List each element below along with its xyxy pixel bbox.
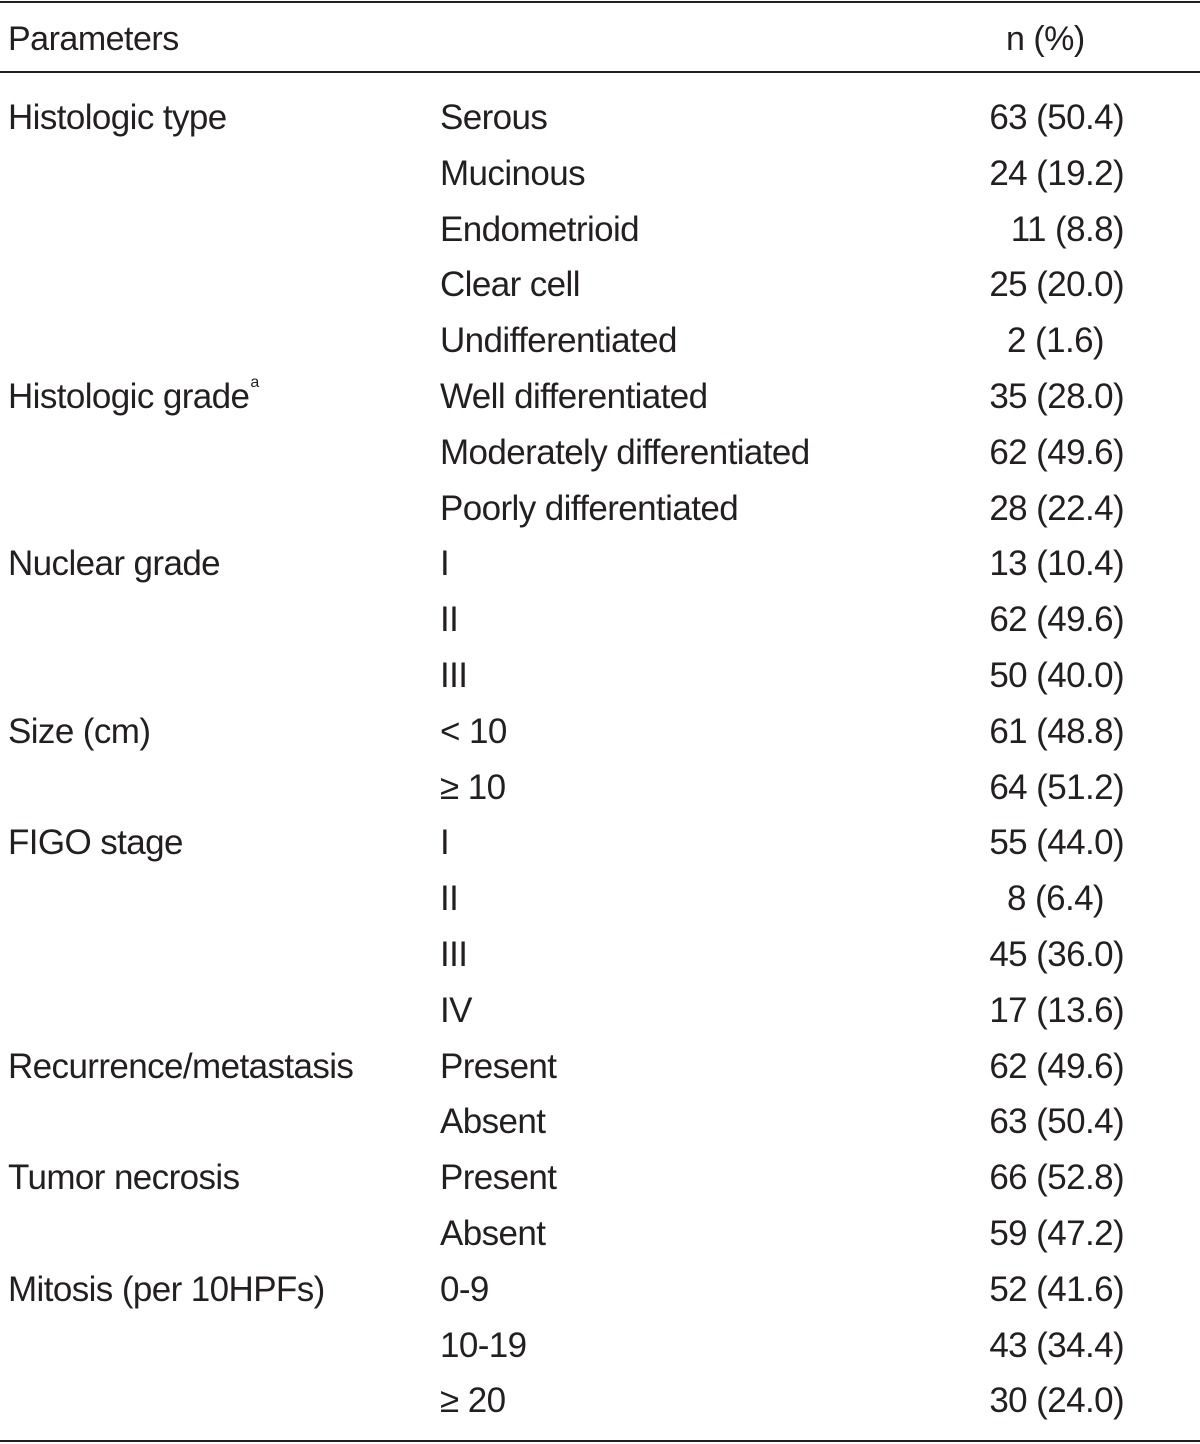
row-parameter: Nuclear grade bbox=[8, 536, 221, 592]
row-parameter: Recurrence/metastasis bbox=[8, 1039, 354, 1095]
row-category: Absent bbox=[440, 1213, 546, 1253]
row-category: Serous bbox=[440, 98, 548, 137]
row-category: III bbox=[440, 655, 468, 695]
row-value: 24 (19.2) bbox=[989, 153, 1124, 193]
table-row: II 62 (49.6) bbox=[0, 592, 1200, 648]
row-value: 30 (24.0) bbox=[989, 1381, 1124, 1421]
table-row: Size (cm) < 10 61 (48.8) bbox=[0, 704, 1200, 760]
row-parameter: Histologic gradea bbox=[8, 369, 259, 425]
row-value: 63 (50.4) bbox=[989, 1102, 1124, 1142]
table-row: 10-19 43 (34.4) bbox=[0, 1318, 1200, 1374]
header-n-percent: n (%) bbox=[1006, 20, 1085, 58]
row-parameter-text: Histologic grade bbox=[8, 376, 250, 416]
row-parameter: Mitosis (per 10HPFs) bbox=[8, 1262, 325, 1318]
table-row: ≥ 10 64 (51.2) bbox=[0, 760, 1200, 816]
table-body: Histologic type Serous 63 (50.4) Mucinous 24… bbox=[0, 90, 1200, 1429]
row-category: < 10 bbox=[440, 711, 507, 751]
row-parameter-text: Nuclear grade bbox=[8, 544, 221, 584]
table-header-rule bbox=[0, 71, 1200, 73]
table-row: Moderately differentiated 62 (49.6) bbox=[0, 425, 1200, 481]
row-parameter-text: Recurrence/metastasis bbox=[8, 1046, 354, 1086]
table-row: Histologic type Serous 63 (50.4) bbox=[0, 90, 1200, 146]
footnote-marker: a bbox=[250, 373, 259, 391]
row-parameter-text: FIGO stage bbox=[8, 823, 184, 863]
row-category: I bbox=[440, 544, 450, 584]
row-value: 62 (49.6) bbox=[989, 600, 1124, 640]
row-category: Well differentiated bbox=[440, 376, 708, 416]
table-row: Histologic gradea Well differentiated 35 (… bbox=[0, 369, 1200, 425]
row-value: 25 (20.0) bbox=[989, 265, 1124, 305]
row-parameter: Histologic type bbox=[8, 90, 227, 146]
row-value: 62 (49.6) bbox=[989, 1046, 1124, 1086]
row-category: Mucinous bbox=[440, 153, 586, 193]
table-row: Clear cell 25 (20.0) bbox=[0, 257, 1200, 313]
row-value: 35 (28.0) bbox=[989, 376, 1124, 416]
row-value: 43 (34.4) bbox=[989, 1325, 1124, 1365]
row-value: 28 (22.4) bbox=[989, 488, 1124, 528]
row-value: 11 (8.8) bbox=[1010, 209, 1125, 249]
row-value: 50 (40.0) bbox=[989, 655, 1124, 695]
row-value: 55 (44.0) bbox=[989, 823, 1124, 863]
row-category: Undifferentiated bbox=[440, 321, 677, 361]
table-row: ≥ 20 30 (24.0) bbox=[0, 1373, 1200, 1429]
row-category: Present bbox=[440, 1046, 557, 1086]
row-parameter-text: Histologic type bbox=[8, 98, 227, 137]
row-category: II bbox=[440, 600, 459, 640]
row-value: 61 (48.8) bbox=[989, 711, 1124, 751]
row-value: 59 (47.2) bbox=[989, 1213, 1124, 1253]
row-value: 17 (13.6) bbox=[989, 990, 1124, 1030]
row-parameter-text: Tumor necrosis bbox=[8, 1158, 240, 1198]
row-value: 45 (36.0) bbox=[989, 934, 1124, 974]
table-row: IV 17 (13.6) bbox=[0, 983, 1200, 1039]
row-parameter: Tumor necrosis bbox=[8, 1150, 240, 1206]
row-value: 13 (10.4) bbox=[989, 544, 1124, 584]
row-value: 63 (50.4) bbox=[989, 98, 1124, 137]
table-row: FIGO stage I 55 (44.0) bbox=[0, 815, 1200, 871]
row-category: Poorly differentiated bbox=[440, 488, 739, 528]
table-row: Mucinous 24 (19.2) bbox=[0, 146, 1200, 202]
row-value: 64 (51.2) bbox=[989, 767, 1124, 807]
table-bottom-rule bbox=[0, 1440, 1200, 1442]
table-top-rule bbox=[0, 1, 1200, 3]
row-category: Moderately differentiated bbox=[440, 432, 810, 472]
table-row: Recurrence/metastasis Present 62 (49.6) bbox=[0, 1039, 1200, 1095]
table-row: III 50 (40.0) bbox=[0, 648, 1200, 704]
row-parameter-text: Size (cm) bbox=[8, 711, 151, 751]
row-parameter-text: Mitosis (per 10HPFs) bbox=[8, 1269, 325, 1309]
row-category: 10-19 bbox=[440, 1325, 527, 1365]
row-category: IV bbox=[440, 990, 472, 1030]
row-parameter: FIGO stage bbox=[8, 815, 184, 871]
row-category: III bbox=[440, 934, 468, 974]
table-row: Poorly differentiated 28 (22.4) bbox=[0, 481, 1200, 537]
table-row: Endometrioid 11 (8.8) bbox=[0, 202, 1200, 258]
row-value: 2 (1.6) bbox=[1007, 321, 1105, 361]
row-category: Absent bbox=[440, 1102, 546, 1142]
table-row: Nuclear grade I 13 (10.4) bbox=[0, 536, 1200, 592]
table-row: II 8 (6.4) bbox=[0, 871, 1200, 927]
row-value: 52 (41.6) bbox=[989, 1269, 1124, 1309]
row-category: II bbox=[440, 879, 459, 919]
row-category: 0-9 bbox=[440, 1269, 489, 1309]
table-row: Mitosis (per 10HPFs) 0-9 52 (41.6) bbox=[0, 1262, 1200, 1318]
row-category: ≥ 10 bbox=[440, 767, 506, 807]
table-row: Undifferentiated 2 (1.6) bbox=[0, 313, 1200, 369]
row-value: 8 (6.4) bbox=[1007, 879, 1105, 919]
row-category: I bbox=[440, 823, 450, 863]
table-header: Parameters n (%) bbox=[0, 8, 1200, 68]
row-category: Clear cell bbox=[440, 265, 580, 305]
row-parameter: Size (cm) bbox=[8, 704, 151, 760]
table-row: Absent 63 (50.4) bbox=[0, 1094, 1200, 1150]
row-value: 66 (52.8) bbox=[989, 1158, 1124, 1198]
table-row: Absent 59 (47.2) bbox=[0, 1206, 1200, 1262]
row-category: Present bbox=[440, 1158, 557, 1198]
header-parameters: Parameters bbox=[8, 20, 179, 58]
row-category: Endometrioid bbox=[440, 209, 640, 249]
row-category: ≥ 20 bbox=[440, 1381, 506, 1421]
row-value: 62 (49.6) bbox=[989, 432, 1124, 472]
table-row: Tumor necrosis Present 66 (52.8) bbox=[0, 1150, 1200, 1206]
table-row: III 45 (36.0) bbox=[0, 927, 1200, 983]
